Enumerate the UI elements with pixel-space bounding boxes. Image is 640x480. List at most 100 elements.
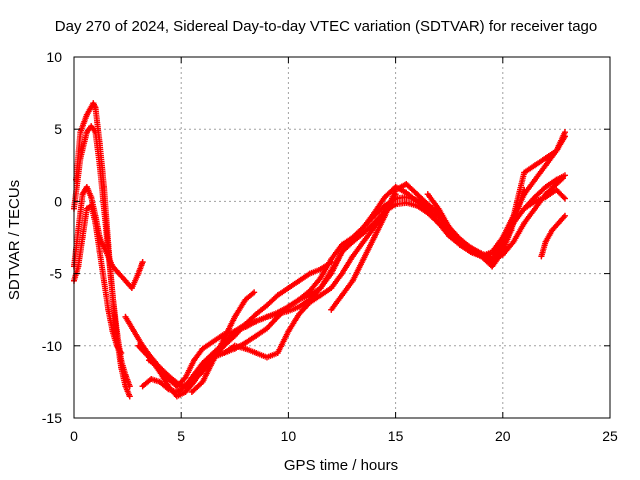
y-tick-label: 5 xyxy=(54,121,62,137)
data-point xyxy=(339,270,345,277)
data-point xyxy=(109,292,116,299)
data-point xyxy=(339,248,345,255)
data-point xyxy=(173,389,180,396)
data-point xyxy=(561,212,568,219)
data-point xyxy=(191,357,198,364)
data-point xyxy=(414,196,421,203)
x-tick-label: 10 xyxy=(281,428,297,444)
ticks: 0 5 10 15 20 25 -15 -10 -5 0 5 10 xyxy=(42,49,618,444)
data-point xyxy=(446,224,453,231)
data-point xyxy=(199,345,206,352)
data-point xyxy=(538,253,545,260)
data-point xyxy=(83,129,90,136)
data-point xyxy=(360,238,367,245)
data-point xyxy=(88,202,95,209)
data-point xyxy=(403,199,410,206)
data-point xyxy=(339,292,345,299)
data-point xyxy=(371,212,378,219)
data-point xyxy=(109,263,116,270)
data-point xyxy=(83,205,90,212)
data-point xyxy=(349,277,356,284)
data-point xyxy=(88,194,95,201)
data-point xyxy=(79,234,86,241)
data-point xyxy=(242,339,249,346)
data-point xyxy=(251,289,258,296)
data-point xyxy=(118,357,125,364)
data-point xyxy=(122,313,129,320)
data-point xyxy=(122,277,129,284)
data-point xyxy=(531,205,538,212)
data-point xyxy=(285,303,292,310)
data-point xyxy=(221,350,228,357)
data-point xyxy=(242,321,249,328)
chart-title: Day 270 of 2024, Sidereal Day-to-day VTE… xyxy=(55,18,597,35)
data-point xyxy=(360,230,367,237)
data-point xyxy=(210,357,217,364)
data-point xyxy=(242,345,249,352)
data-point xyxy=(467,244,474,251)
data-point xyxy=(285,285,292,292)
data-point xyxy=(510,238,517,245)
y-tick-label: -10 xyxy=(42,338,62,354)
data-point xyxy=(118,350,125,357)
data-point xyxy=(126,383,133,390)
data-point xyxy=(101,277,108,284)
data-point xyxy=(478,251,485,258)
y-tick-label: -15 xyxy=(42,410,62,426)
data-point xyxy=(263,325,270,332)
data-point xyxy=(77,129,84,136)
data-point xyxy=(296,303,303,310)
x-tick-label: 15 xyxy=(388,428,404,444)
data-point xyxy=(328,270,335,277)
series-track-10 xyxy=(221,191,399,361)
data-point xyxy=(253,318,260,325)
data-point xyxy=(510,212,517,219)
data-point xyxy=(489,248,496,255)
series-track-13 xyxy=(489,129,568,270)
data-point xyxy=(371,234,378,241)
data-point xyxy=(146,357,153,364)
data-point xyxy=(285,328,292,335)
data-point xyxy=(296,277,303,284)
data-point xyxy=(167,374,174,381)
data-point xyxy=(139,383,146,390)
data-point xyxy=(531,198,538,205)
data-point xyxy=(92,220,99,227)
data-layer xyxy=(71,100,568,400)
data-point xyxy=(553,186,560,193)
data-point xyxy=(79,191,86,198)
data-point xyxy=(499,241,506,248)
data-point xyxy=(306,299,313,306)
data-point xyxy=(328,259,335,266)
data-point xyxy=(109,328,116,335)
data-point xyxy=(339,241,345,248)
data-point xyxy=(424,201,431,208)
series-track-9 xyxy=(188,289,258,396)
data-point xyxy=(381,194,388,201)
data-point xyxy=(381,212,388,219)
data-point xyxy=(83,183,90,190)
data-point xyxy=(135,342,142,349)
data-point xyxy=(221,335,228,342)
data-point xyxy=(424,191,431,198)
data-point xyxy=(403,181,410,188)
data-point xyxy=(414,191,421,198)
data-point xyxy=(75,227,82,234)
data-point xyxy=(542,194,549,201)
data-point xyxy=(83,111,90,118)
data-point xyxy=(113,342,120,349)
y-tick-label: -5 xyxy=(50,266,63,282)
data-point xyxy=(139,259,146,266)
series-track-14 xyxy=(538,212,568,260)
data-point xyxy=(263,302,270,309)
data-point xyxy=(128,285,135,292)
data-point xyxy=(296,311,303,318)
data-point xyxy=(131,328,138,335)
data-point xyxy=(231,313,238,320)
data-point xyxy=(188,389,195,396)
data-point xyxy=(435,220,442,227)
data-point xyxy=(199,360,206,367)
data-point xyxy=(360,224,367,231)
data-point xyxy=(242,296,249,303)
